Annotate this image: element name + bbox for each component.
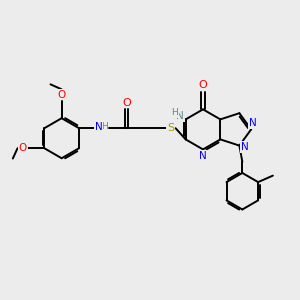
Text: N: N (95, 122, 103, 132)
Text: O: O (58, 90, 66, 100)
Text: N: N (199, 151, 207, 161)
Text: O: O (19, 143, 27, 153)
Text: H: H (101, 122, 107, 131)
Text: N: N (249, 118, 256, 128)
Text: S: S (167, 123, 174, 133)
Text: O: O (122, 98, 131, 108)
Text: O: O (199, 80, 207, 90)
Text: N: N (241, 142, 249, 152)
Text: N: N (176, 111, 184, 121)
Text: H: H (171, 108, 178, 117)
